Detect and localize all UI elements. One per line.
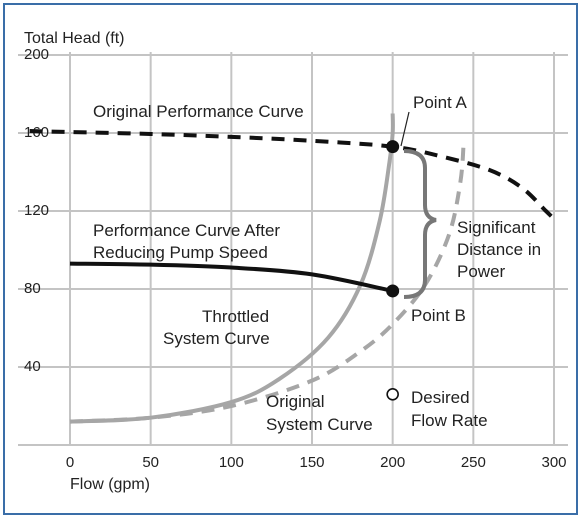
label-desired-line2: Flow Rate bbox=[411, 411, 488, 430]
y-tick-label: 80 bbox=[24, 280, 41, 297]
label-original-performance: Original Performance Curve bbox=[93, 102, 304, 121]
point-a-leader bbox=[400, 111, 410, 147]
x-tick-label: 250 bbox=[461, 454, 486, 471]
x-tick-label: 300 bbox=[541, 454, 566, 471]
distance-brace bbox=[403, 149, 437, 299]
markers bbox=[386, 140, 400, 401]
x-tick-label: 100 bbox=[219, 454, 244, 471]
label-distance-line2: Distance in bbox=[457, 240, 541, 259]
point-marker-2 bbox=[386, 387, 399, 401]
y-tick-label: 120 bbox=[24, 202, 49, 219]
label-point-a: Point A bbox=[413, 93, 468, 112]
label-throttled-line2: System Curve bbox=[163, 329, 270, 348]
series-line-1 bbox=[69, 261, 394, 293]
y-tick-label: 200 bbox=[24, 46, 49, 63]
x-axis-title: Flow (gpm) bbox=[70, 476, 150, 493]
x-tick-label: 0 bbox=[66, 454, 74, 471]
series-line-3 bbox=[69, 142, 466, 424]
point-marker-0 bbox=[386, 140, 400, 154]
y-tick-label: 40 bbox=[24, 358, 41, 375]
x-tick-label: 200 bbox=[380, 454, 405, 471]
series-line-0 bbox=[29, 129, 556, 221]
label-point-b: Point B bbox=[411, 306, 466, 325]
label-distance-line1: Significant bbox=[457, 218, 536, 237]
label-original-system-line2: System Curve bbox=[266, 415, 373, 434]
y-axis-title: Total Head (ft) bbox=[24, 30, 124, 47]
x-tick-label: 150 bbox=[299, 454, 324, 471]
label-distance-line3: Power bbox=[457, 262, 506, 281]
label-reduced-speed-line2: Reducing Pump Speed bbox=[93, 243, 268, 262]
label-desired-line1: Desired bbox=[411, 388, 470, 407]
label-reduced-speed-line1: Performance Curve After bbox=[93, 221, 280, 240]
label-throttled-line1: Throttled bbox=[202, 307, 269, 326]
chart-frame bbox=[3, 3, 578, 515]
label-original-system-line1: Original bbox=[266, 392, 325, 411]
x-tick-label: 50 bbox=[142, 454, 159, 471]
point-marker-1 bbox=[386, 284, 400, 298]
